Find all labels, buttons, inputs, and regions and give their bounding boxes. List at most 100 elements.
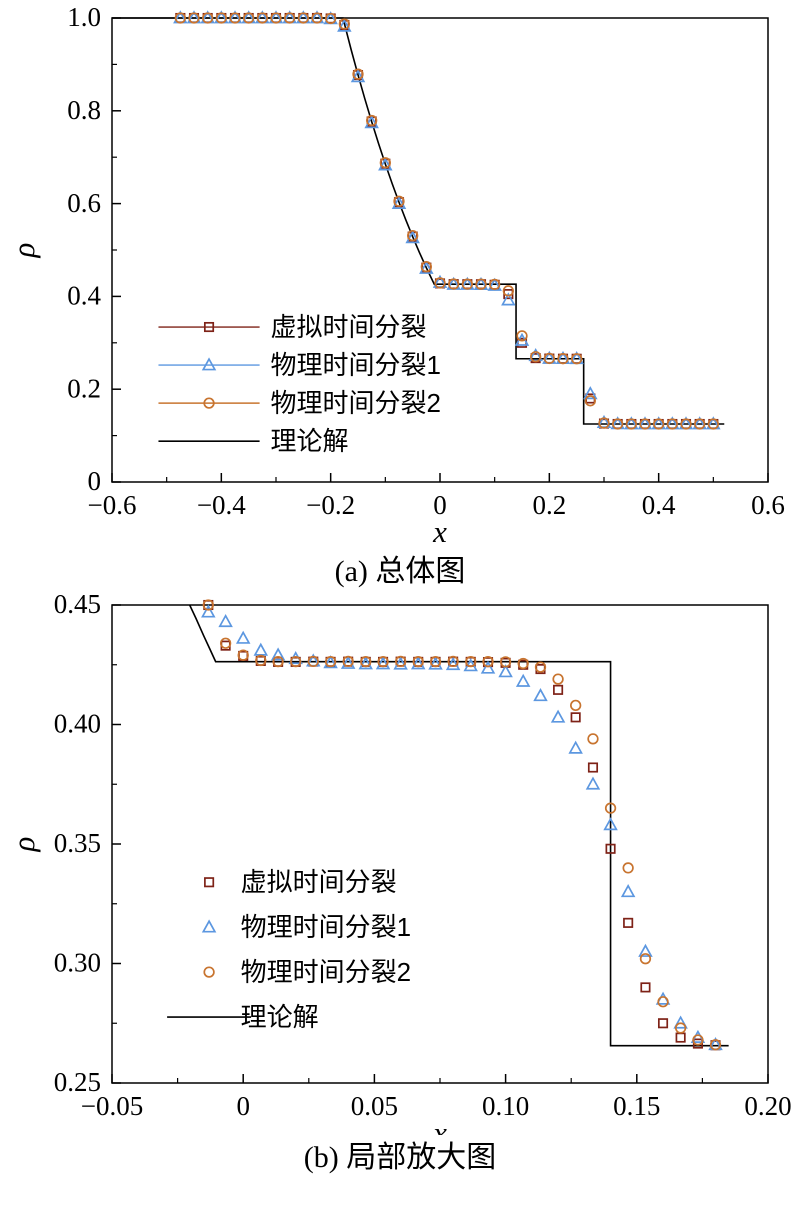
series-triangle <box>173 10 721 430</box>
circle-marker <box>639 953 652 965</box>
legend-label: 物理时间分裂2 <box>271 388 441 418</box>
triangle-marker <box>337 18 352 32</box>
circle-marker <box>499 656 512 668</box>
chart-b-plot: −0.05 0 0.05 0.10 0.15 0.20 0.25 0.30 0.35 0.40 0.… <box>0 595 800 1135</box>
triangle-marker <box>201 357 217 371</box>
triangle-marker <box>603 817 618 831</box>
circle-marker <box>256 12 268 24</box>
circle-marker <box>571 353 583 365</box>
circle-marker <box>188 12 200 24</box>
triangle-marker <box>515 673 531 687</box>
y-tick-label: 0.25 <box>54 1067 101 1097</box>
triangle-marker <box>201 604 216 618</box>
x-tick-label: 0.15 <box>613 1091 660 1121</box>
circle-marker <box>377 655 389 668</box>
x-axis-label: x <box>432 1115 447 1135</box>
y-tick-label: 0 <box>88 466 102 496</box>
circle-marker <box>366 114 378 127</box>
triangle-marker <box>638 943 653 957</box>
triangle-marker <box>673 1015 688 1029</box>
circle-marker <box>255 654 267 667</box>
triangle-marker <box>378 157 393 171</box>
square-marker <box>675 1032 686 1043</box>
x-tick-label: 0.4 <box>642 490 676 520</box>
circle-marker <box>229 12 241 24</box>
circle-marker <box>307 655 319 668</box>
circle-marker <box>604 802 617 814</box>
triangle-marker <box>620 884 636 898</box>
circle-marker <box>394 655 407 668</box>
series-square <box>175 12 719 430</box>
y-tick-label: 0.8 <box>67 95 101 125</box>
triangle-marker <box>583 386 598 400</box>
circle-marker <box>379 157 391 169</box>
circle-marker <box>587 733 599 745</box>
x-tick-label: 0.6 <box>751 490 785 520</box>
circle-marker <box>174 12 186 24</box>
circle-marker <box>692 1034 704 1046</box>
circle-marker <box>639 418 651 430</box>
triangle-marker <box>419 260 434 274</box>
y-tick-label: 0.40 <box>54 709 101 739</box>
y-tick-label: 1.0 <box>67 4 101 32</box>
circle-marker <box>290 655 302 668</box>
circle-marker <box>360 655 372 668</box>
circle-marker <box>284 12 296 24</box>
circle-marker <box>482 655 494 668</box>
circle-marker <box>407 229 419 242</box>
triangle-marker <box>350 69 366 83</box>
circle-marker <box>517 657 529 670</box>
square-marker <box>623 917 634 928</box>
circle-marker <box>219 637 232 649</box>
circle-marker <box>215 12 227 24</box>
x-tick-label: −0.4 <box>197 490 246 520</box>
triangle-marker <box>410 656 426 670</box>
circle-marker <box>272 655 284 668</box>
chart-b-caption: (b) 局部放大图 <box>303 1141 497 1174</box>
x-tick-label: −0.05 <box>81 1091 143 1121</box>
x-tick-label: 0.10 <box>482 1091 529 1121</box>
axis-ticks <box>111 17 769 483</box>
circle-marker <box>653 418 665 430</box>
triangle-marker <box>375 656 391 670</box>
triangle-marker <box>498 664 513 678</box>
circle-marker <box>657 996 669 1008</box>
triangle-marker <box>270 647 286 661</box>
circle-marker <box>447 655 459 668</box>
circle-marker <box>570 699 582 712</box>
circle-marker <box>412 655 424 668</box>
circle-marker <box>584 395 596 407</box>
square-marker <box>657 1018 669 1029</box>
circle-marker <box>203 966 215 978</box>
legend-label: 物理时间分裂2 <box>241 957 411 987</box>
circle-marker <box>325 12 337 25</box>
circle-marker <box>448 278 460 290</box>
circle-marker <box>707 418 719 430</box>
triangle-marker <box>568 740 583 754</box>
triangle-marker <box>585 776 601 790</box>
square-marker <box>640 982 651 993</box>
x-tick-label: 0.20 <box>744 1091 791 1121</box>
figure-page: −0.6 −0.4 −0.2 0 0.2 0.4 0.6 0 0.2 0.4 0.6 0.8 1.0 x ρ… <box>0 4 800 1174</box>
circle-marker <box>666 418 678 430</box>
triangle-marker <box>428 656 443 670</box>
square-marker <box>605 843 616 854</box>
circle-marker <box>202 12 214 24</box>
series-triangle <box>201 604 723 1051</box>
square-marker <box>570 712 581 723</box>
circle-marker <box>543 352 555 365</box>
chart-a-caption: (a) 总体图 <box>334 555 466 588</box>
x-tick-label: 0.2 <box>532 490 566 520</box>
circle-marker <box>680 418 692 430</box>
circle-marker <box>352 68 364 80</box>
triangle-marker <box>393 656 408 670</box>
x-tick-label: 0.05 <box>351 1091 398 1121</box>
triangle-marker <box>445 656 461 671</box>
y-axis-label: ρ <box>6 243 41 259</box>
x-tick-label: −0.2 <box>306 490 355 520</box>
circle-marker <box>489 278 501 291</box>
y-tick-label: 0.6 <box>67 188 101 218</box>
circle-marker <box>203 397 215 409</box>
